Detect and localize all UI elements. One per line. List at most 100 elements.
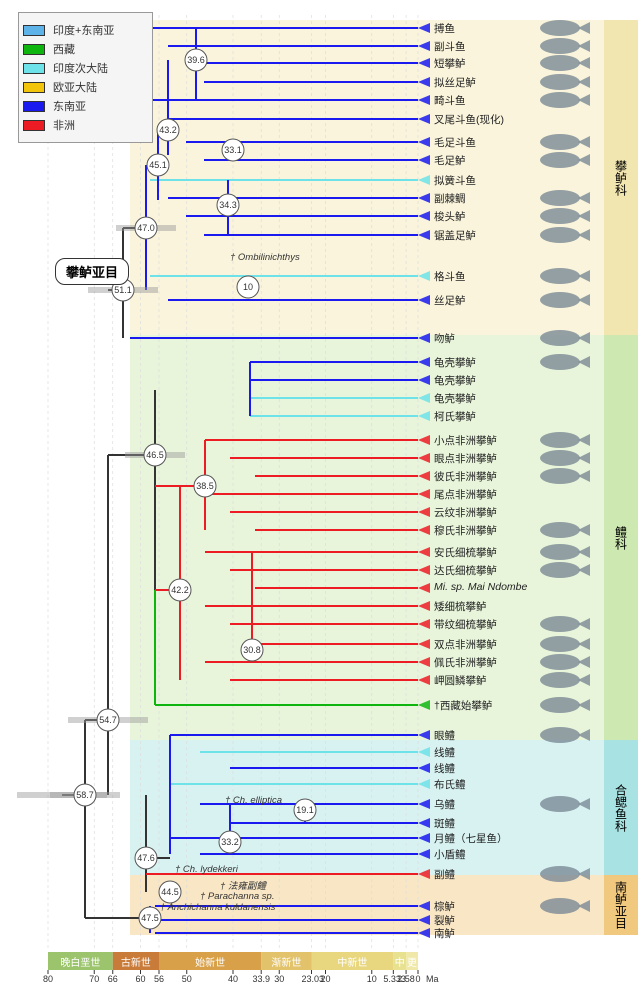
epoch-label: 更 <box>406 952 418 970</box>
node-age: 30.8 <box>241 639 263 661</box>
epoch-label: 晚白垩世 <box>48 952 113 970</box>
tip-label: 拟丝足鲈 <box>434 75 476 90</box>
tip-label: Mi. sp. Mai Ndombe <box>434 581 527 593</box>
tip-label: 丝足鲈 <box>434 293 466 308</box>
legend-label: 东南亚 <box>53 98 86 114</box>
tick-label: 33.9 <box>251 974 271 984</box>
tip-label: 线鳢 <box>434 745 455 760</box>
node-age: 42.2 <box>169 579 191 601</box>
legend-row: 西藏 <box>23 41 148 57</box>
tick-label: 10 <box>362 974 382 984</box>
tip-label: 岬圆鳞攀鲈 <box>434 673 487 688</box>
node-age: 43.2 <box>157 119 179 141</box>
tip-label: 尾点非洲攀鲈 <box>434 487 497 502</box>
tick-label: 66 <box>103 974 123 984</box>
tick-label: 60 <box>131 974 151 984</box>
legend-swatch <box>23 63 45 74</box>
fossil-label: † Ch. elliptica <box>225 795 282 806</box>
legend-swatch <box>23 82 45 93</box>
tip-label: 龟壳攀鲈 <box>434 355 476 370</box>
node-age: 33.2 <box>219 831 241 853</box>
tip-label: 锯盖足鲈 <box>434 228 476 243</box>
fossil-label: † Ombilinichthys <box>230 252 300 263</box>
tick-label: 20 <box>316 974 336 984</box>
node-age: 47.5 <box>139 907 161 929</box>
tip-label: 双点非洲攀鲈 <box>434 637 497 652</box>
node-age: 58.7 <box>74 784 96 806</box>
tip-label: 短攀鲈 <box>434 56 466 71</box>
legend-label: 印度+东南亚 <box>53 22 114 38</box>
legend-row: 东南亚 <box>23 98 148 114</box>
tip-label: 穆氏非洲攀鲈 <box>434 523 497 538</box>
legend-label: 印度次大陆 <box>53 60 108 76</box>
tip-label: 线鳢 <box>434 761 455 776</box>
tip-label: 梭头鲈 <box>434 209 466 224</box>
tip-label: 月鳢（七星鱼） <box>434 831 508 846</box>
tick-label: 0 <box>408 974 428 984</box>
node-age: 47.0 <box>135 217 157 239</box>
tip-label: 小点非洲攀鲈 <box>434 433 497 448</box>
tick-label: 70 <box>84 974 104 984</box>
node-age: 10 <box>237 276 259 298</box>
family-band: 合鳃鱼科 <box>604 740 638 875</box>
node-age: 38.5 <box>194 475 216 497</box>
tip-label: †西藏始攀鲈 <box>434 698 492 713</box>
tip-label: 乌鳢 <box>434 797 455 812</box>
family-band: 鳢科 <box>604 335 638 740</box>
node-age: 45.1 <box>147 154 169 176</box>
tip-label: 毛足斗鱼 <box>434 135 476 150</box>
tip-label: 眼点非洲攀鲈 <box>434 451 497 466</box>
legend-label: 欧亚大陆 <box>53 79 97 95</box>
legend-row: 印度次大陆 <box>23 60 148 76</box>
node-age: 34.3 <box>217 194 239 216</box>
node-age: 46.5 <box>144 444 166 466</box>
tick-label: 56 <box>149 974 169 984</box>
epoch-label: 渐新世 <box>261 952 311 970</box>
root-label: 攀鲈亚目 <box>55 258 129 285</box>
epoch-label: 古新世 <box>113 952 159 970</box>
legend-label: 西藏 <box>53 41 75 57</box>
tip-label: 小盾鳢 <box>434 847 466 862</box>
legend-swatch <box>23 101 45 112</box>
tip-label: 矮细梳攀鲈 <box>434 599 487 614</box>
legend-swatch <box>23 25 45 36</box>
fossil-label: † Ch. lydekkeri <box>175 864 238 875</box>
tip-label: 格斗鱼 <box>434 269 466 284</box>
epoch-label: 中新世 <box>311 952 393 970</box>
epoch-label: 中 <box>393 952 406 970</box>
tip-label: 彼氏非洲攀鲈 <box>434 469 497 484</box>
tip-label: 斑鳢 <box>434 816 455 831</box>
tip-label: 带纹细梳攀鲈 <box>434 617 497 632</box>
tip-label: 副鳢 <box>434 867 455 882</box>
family-band: 攀鲈科 <box>604 20 638 335</box>
tip-label: 搏鱼 <box>434 21 455 36</box>
node-age: 47.6 <box>135 847 157 869</box>
tip-label: 布氏鳢 <box>434 777 466 792</box>
legend-row: 欧亚大陆 <box>23 79 148 95</box>
fossil-label: † Parachanna sp. <box>200 891 274 902</box>
tip-label: 安氏细梳攀鲈 <box>434 545 497 560</box>
node-age: 39.6 <box>185 49 207 71</box>
tip-label: 佩氏非洲攀鲈 <box>434 655 497 670</box>
tip-label: 柯氏攀鲈 <box>434 409 476 424</box>
tip-label: 眼鳢 <box>434 728 455 743</box>
tip-label: 南鲈 <box>434 926 455 941</box>
tip-label: 畸斗鱼 <box>434 93 466 108</box>
legend-row: 印度+东南亚 <box>23 22 148 38</box>
family-band: 南鲈亚目 <box>604 875 638 935</box>
legend-swatch <box>23 44 45 55</box>
legend: 印度+东南亚西藏印度次大陆欧亚大陆东南亚非洲 <box>18 12 153 143</box>
tip-label: 毛足鲈 <box>434 153 466 168</box>
tip-label: 吻鲈 <box>434 331 455 346</box>
tip-label: 云纹非洲攀鲈 <box>434 505 497 520</box>
axis-unit: Ma <box>426 974 439 984</box>
node-age: 44.5 <box>159 881 181 903</box>
legend-row: 非洲 <box>23 117 148 133</box>
tip-label: 叉尾斗鱼(现化) <box>434 112 504 127</box>
fossil-label: † Anchichanna kuldanensis <box>160 902 275 913</box>
tip-label: 龟壳攀鲈 <box>434 373 476 388</box>
epoch-label: 始新世 <box>159 952 261 970</box>
tick-label: 40 <box>223 974 243 984</box>
tip-label: 副斗鱼 <box>434 39 466 54</box>
tip-label: 副棘鲷 <box>434 191 466 206</box>
